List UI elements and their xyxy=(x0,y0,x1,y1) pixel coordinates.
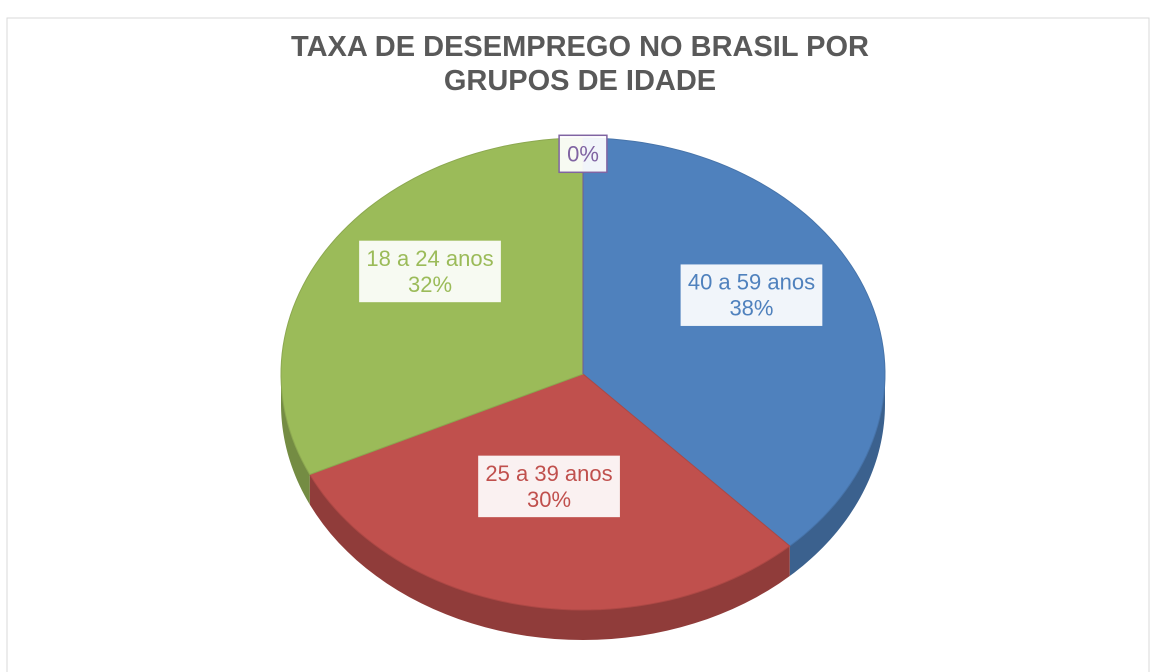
data-label-value: 30% xyxy=(527,487,571,512)
pie-slice xyxy=(280,137,584,476)
pie-side xyxy=(309,474,790,640)
data-label: 0% xyxy=(558,134,608,174)
pie-side xyxy=(281,374,310,505)
data-label-value: 0% xyxy=(567,141,599,166)
pie-side xyxy=(789,374,885,577)
data-label-category: 25 a 39 anos xyxy=(485,461,612,486)
data-label-value: 38% xyxy=(729,296,773,321)
chart-frame xyxy=(6,17,1150,672)
data-label-box xyxy=(476,454,622,519)
data-label-box xyxy=(679,262,824,328)
data-label-category: 40 a 59 anos xyxy=(688,270,815,295)
data-label-box xyxy=(357,239,503,304)
data-label-category: 18 a 24 anos xyxy=(366,246,493,271)
chart-title: TAXA DE DESEMPREGO NO BRASIL POR GRUPOS … xyxy=(291,31,869,97)
data-label-value: 32% xyxy=(408,272,452,297)
pie-slice xyxy=(582,137,886,547)
data-label-box xyxy=(558,134,608,174)
